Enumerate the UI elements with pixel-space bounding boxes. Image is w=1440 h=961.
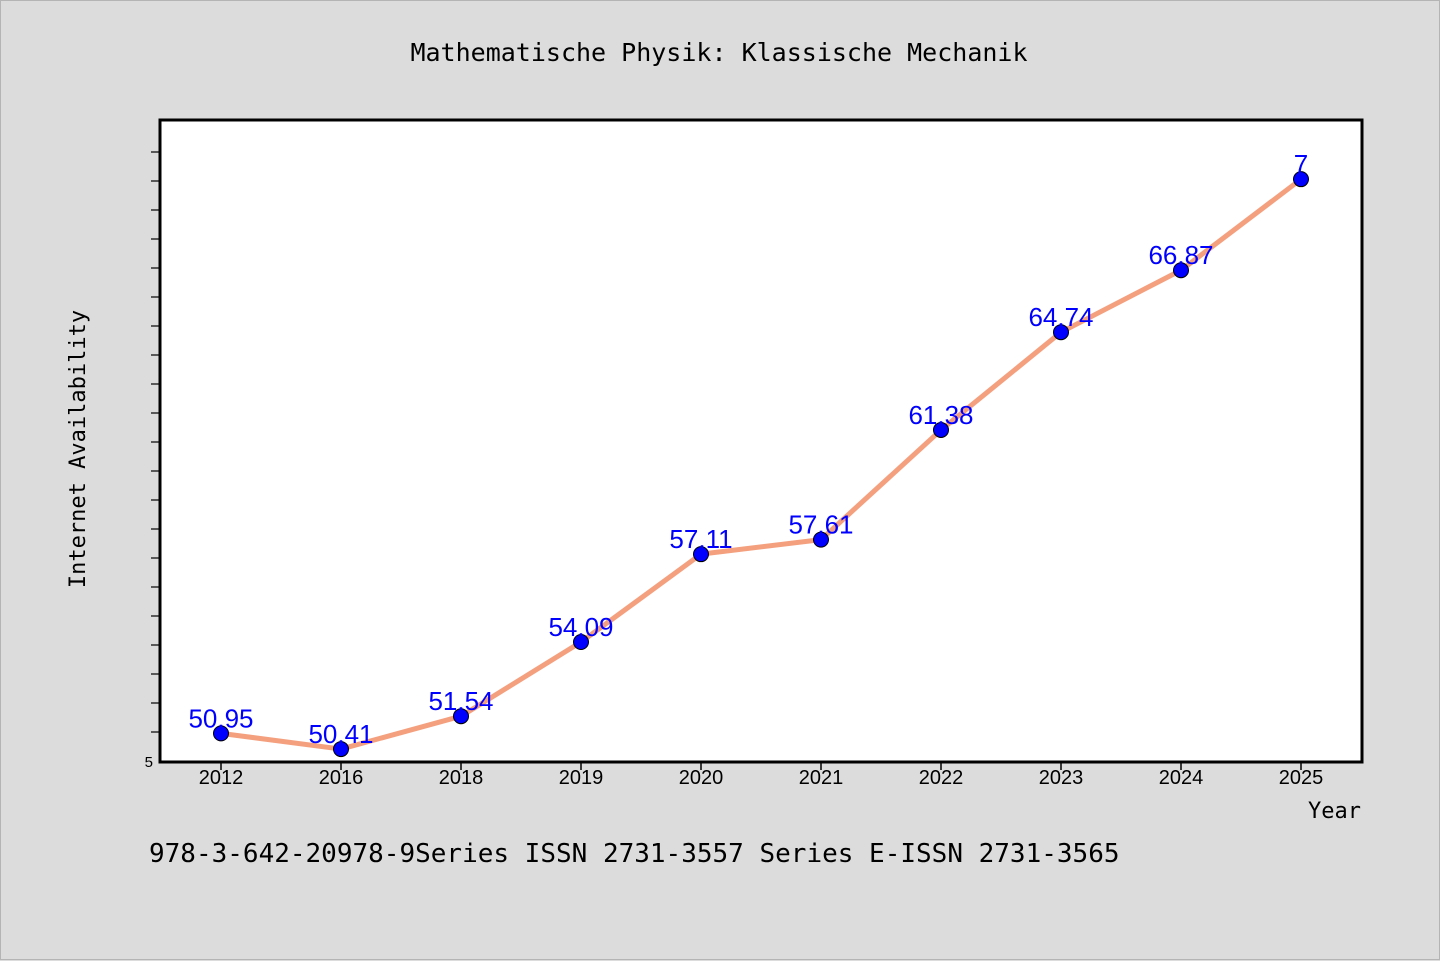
x-tick-label: 2018 <box>439 767 484 789</box>
footer-text: 978-3-642-20978-9Series ISSN 2731-3557 S… <box>149 839 1120 869</box>
data-point-marker <box>573 634 589 651</box>
y-axis-label: Internet Availability <box>66 310 91 588</box>
x-tick-label: 2019 <box>559 767 604 789</box>
x-axis-ticks: 2012 2016 2018 2019 2020 2021 2022 2023 2024 2025 <box>199 762 1324 789</box>
data-label: 7 <box>1294 149 1308 179</box>
data-point-marker <box>333 741 349 758</box>
plot-area <box>158 118 1364 764</box>
data-label: 50.41 <box>308 719 373 749</box>
data-point-marker <box>1173 262 1189 279</box>
x-axis-label: Year <box>1308 799 1361 824</box>
data-point-marker <box>213 725 229 742</box>
data-label: 51.54 <box>428 686 493 716</box>
x-tick-label: 2024 <box>1159 767 1204 789</box>
data-labels: 50.95 50.41 51.54 54.09 57.11 57.61 61.38 64.74… <box>188 149 1308 749</box>
data-label: 57.61 <box>788 510 853 540</box>
x-tick-label: 2022 <box>919 767 964 789</box>
data-point-marker <box>1293 171 1309 188</box>
data-point-marker <box>693 546 709 563</box>
data-point-marker <box>1053 324 1069 341</box>
x-tick-label: 2025 <box>1279 767 1324 789</box>
data-label: 66.87 <box>1148 240 1213 270</box>
x-tick-label: 2016 <box>319 767 364 789</box>
data-label: 54.09 <box>548 612 613 642</box>
data-point-marker <box>453 708 469 725</box>
x-tick-label: 2023 <box>1039 767 1084 789</box>
series-line <box>218 176 1304 752</box>
x-tick-label: 2020 <box>679 767 724 789</box>
x-tick-label: 2012 <box>199 767 244 789</box>
x-tick-label: 2021 <box>799 767 844 789</box>
data-label: 61.38 <box>908 400 973 430</box>
data-markers <box>213 171 1309 758</box>
data-label: 64.74 <box>1028 302 1093 332</box>
data-label: 57.11 <box>669 524 732 554</box>
data-point-marker <box>933 421 949 438</box>
data-point-marker <box>813 531 829 548</box>
y-tick-label: 5 <box>145 754 153 771</box>
y-axis-ticks <box>151 151 160 733</box>
data-label: 50.95 <box>188 703 253 733</box>
chart-title: Mathematische Physik: Klassische Mechani… <box>410 38 1027 67</box>
